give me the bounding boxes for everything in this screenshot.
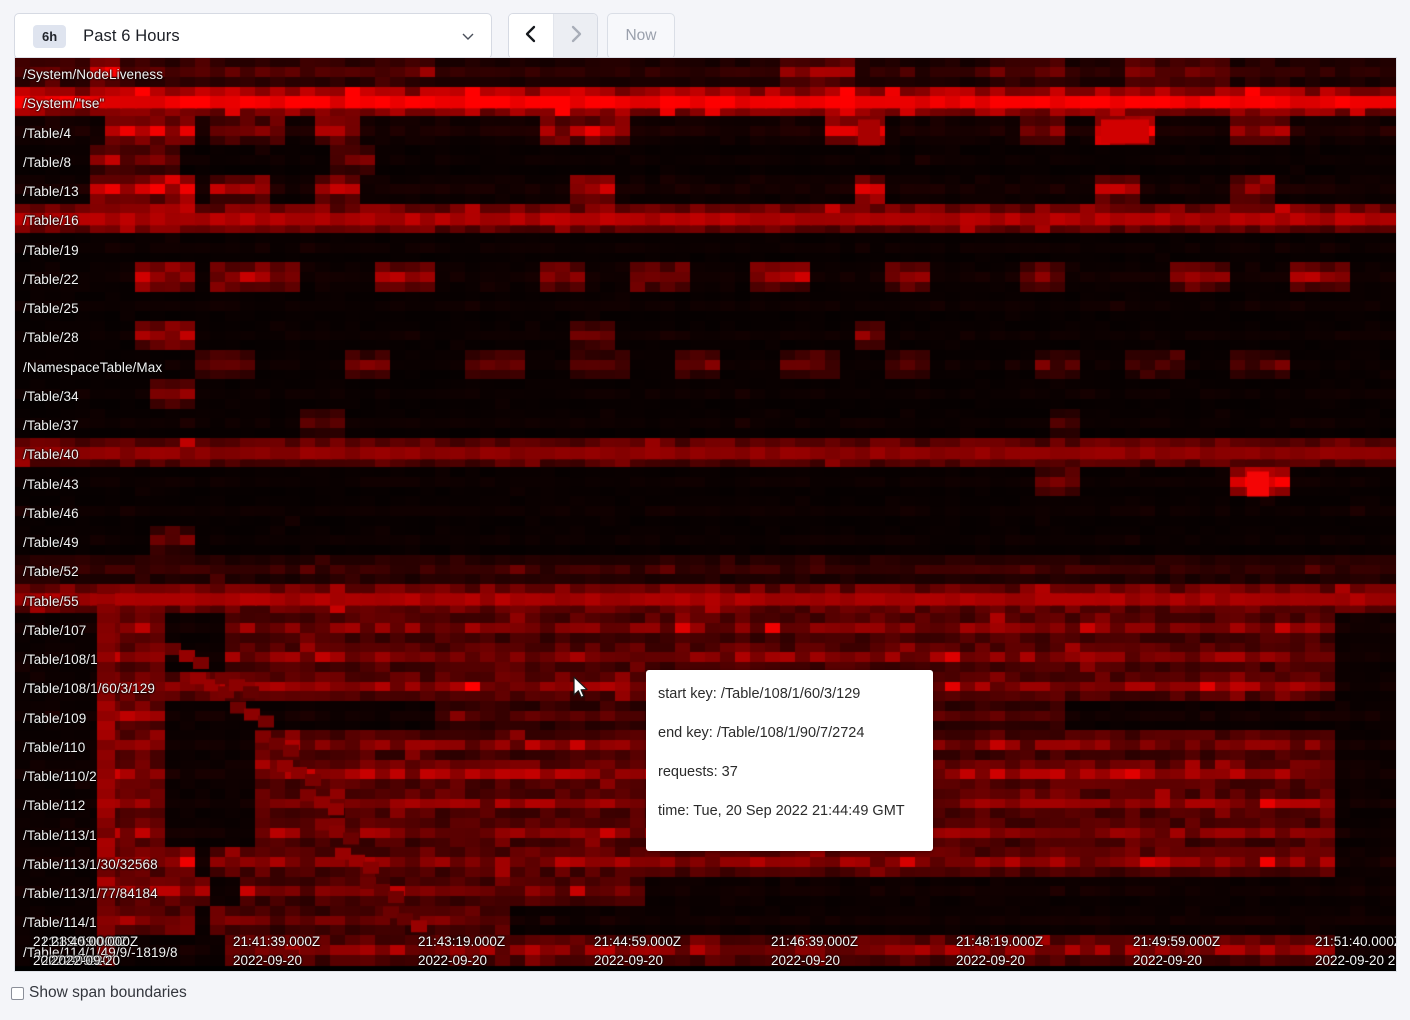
- tooltip-time: time: Tue, 20 Sep 2022 21:44:49 GMT: [658, 803, 905, 819]
- time-nav-group: [508, 13, 598, 59]
- now-button[interactable]: Now: [607, 13, 675, 59]
- next-range-button[interactable]: [553, 14, 597, 58]
- previous-range-button[interactable]: [509, 14, 553, 58]
- show-span-boundaries-checkbox[interactable]: [11, 987, 24, 1000]
- chevron-right-icon: [566, 24, 586, 48]
- tooltip-start-key: start key: /Table/108/1/60/3/129: [658, 686, 861, 702]
- chart-options-footer: Show span boundaries: [0, 978, 1410, 1020]
- tooltip-end-key: end key: /Table/108/1/90/7/2724: [658, 725, 865, 741]
- chevron-down-icon: [461, 29, 475, 43]
- chevron-left-icon: [521, 24, 541, 48]
- time-range-dropdown[interactable]: 6h Past 6 Hours: [14, 13, 492, 59]
- show-span-boundaries-label[interactable]: Show span boundaries: [29, 984, 187, 1001]
- time-range-label: Past 6 Hours: [83, 26, 180, 45]
- time-range-badge: 6h: [33, 24, 67, 48]
- time-range-toolbar: 6h Past 6 Hours Now: [0, 0, 1410, 59]
- tooltip-requests: requests: 37: [658, 764, 738, 780]
- heatmap-tooltip: start key: /Table/108/1/60/3/129 end key…: [646, 670, 933, 851]
